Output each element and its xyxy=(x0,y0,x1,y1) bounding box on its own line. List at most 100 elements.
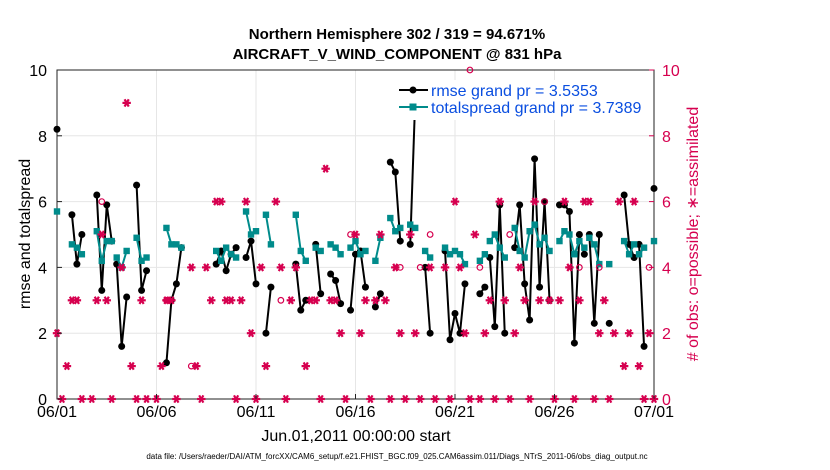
y-tick-label: 4 xyxy=(38,260,47,277)
spread-point xyxy=(426,254,434,261)
obs-assimilated-stroke xyxy=(198,394,205,404)
obs-assimilated-point xyxy=(505,394,514,404)
spread-point xyxy=(213,247,220,255)
obs-assimilated-point xyxy=(207,296,216,305)
spread-point xyxy=(53,208,61,215)
rmse-point xyxy=(481,283,489,291)
obs-assimilated-stroke xyxy=(352,230,359,239)
spread-point xyxy=(297,247,304,255)
spread-point xyxy=(332,244,339,251)
obs-assimilated-point xyxy=(475,394,485,404)
x-tick-label: 06/01 xyxy=(37,404,77,421)
obs-assimilated-stroke xyxy=(427,263,434,272)
obs-assimilated-stroke xyxy=(233,394,240,404)
obs-assimilated-stroke xyxy=(307,296,314,305)
obs-assimilated-stroke xyxy=(223,296,230,305)
spread-point xyxy=(546,247,553,255)
obs-assimilated-point xyxy=(137,296,146,305)
obs-assimilated-point xyxy=(619,361,629,371)
obs-assimilated-stroke xyxy=(367,394,374,404)
obs-assimilated-stroke xyxy=(471,230,478,239)
obs-assimilated-point xyxy=(624,329,634,338)
obs-assimilated-stroke xyxy=(128,361,135,371)
obs-assimilated-stroke xyxy=(68,296,75,305)
rmse-point xyxy=(376,290,384,298)
obs-assimilated-point xyxy=(430,394,440,404)
y2-tick-label: 10 xyxy=(662,63,680,80)
spread-point xyxy=(103,237,110,245)
obs-assimilated-stroke xyxy=(456,263,464,272)
obs-assimilated-point xyxy=(515,263,524,272)
obs-assimilated-point xyxy=(286,296,296,305)
rmse-point xyxy=(143,267,151,275)
rmse-point xyxy=(371,303,379,311)
spread-point xyxy=(571,251,578,258)
chart-title-line2: AIRCRAFT_V_WIND_COMPONENT @ 831 hPa xyxy=(233,46,563,63)
obs-assimilated-point xyxy=(301,361,310,371)
rmse-point xyxy=(98,286,106,294)
obs-assimilated-stroke xyxy=(581,197,588,206)
obs-assimilated-stroke xyxy=(228,296,235,305)
obs-assimilated-point xyxy=(107,394,116,404)
obs-assimilated-point xyxy=(595,329,604,338)
obs-assimilated-point xyxy=(376,230,385,239)
obs-assimilated-point xyxy=(102,296,111,305)
spread-point xyxy=(501,254,508,261)
spread-point xyxy=(247,231,255,238)
obs-assimilated-stroke xyxy=(576,296,583,305)
spread-point xyxy=(68,241,76,248)
chart-title-line1: Northern Hemisphere 302 / 319 = 94.671% xyxy=(249,26,545,43)
obs-assimilated-point xyxy=(271,197,281,206)
obs-assimilated-point xyxy=(575,296,584,305)
obs-assimilated-stroke xyxy=(63,361,71,371)
spread-point xyxy=(387,214,394,222)
obs-assimilated-point xyxy=(411,329,420,338)
spread-point xyxy=(486,237,494,245)
obs-assimilated-stroke xyxy=(337,329,344,338)
obs-assimilated-point xyxy=(231,394,241,404)
legend: rmse grand pr = 3.5353 totalspread grand… xyxy=(396,80,650,120)
spread-point xyxy=(625,251,633,258)
rmse-point xyxy=(575,231,583,238)
obs-assimilated-stroke xyxy=(636,361,643,371)
rmse-point xyxy=(421,263,429,271)
obs-assimilated-point xyxy=(87,394,97,404)
y2-tick-label: 4 xyxy=(662,260,671,277)
obs-assimilated-stroke xyxy=(601,296,608,305)
obs-assimilated-point xyxy=(415,394,425,404)
spread-point xyxy=(163,224,170,232)
rmse-point xyxy=(396,237,404,245)
obs-assimilated-stroke xyxy=(606,394,613,404)
spread-point xyxy=(267,241,275,248)
rmse-line xyxy=(424,267,432,334)
rmse-point xyxy=(352,250,359,258)
obs-assimilated-stroke xyxy=(397,329,404,338)
rmse-point xyxy=(138,286,146,294)
obs-assimilated-stroke xyxy=(546,296,553,305)
spread-point xyxy=(496,244,503,251)
rmse-point xyxy=(511,244,519,252)
obs-assimilated-point xyxy=(142,394,151,404)
obs-assimilated-point xyxy=(366,394,375,404)
obs-assimilated-point xyxy=(406,230,415,239)
obs-assimilated-stroke xyxy=(536,296,543,305)
obs-assimilated-stroke xyxy=(621,361,628,371)
obs-assimilated-point xyxy=(371,296,380,305)
obs-assimilated-point xyxy=(351,230,360,239)
obs-assimilated-stroke xyxy=(78,394,85,404)
obs-assimilated-point xyxy=(167,296,176,305)
obs-assimilated-stroke xyxy=(332,296,339,305)
obs-assimilated-point xyxy=(157,361,166,371)
spread-point xyxy=(232,254,240,261)
obs-assimilated-stroke xyxy=(432,394,439,404)
spread-point xyxy=(222,244,230,251)
obs-possible-point xyxy=(187,362,195,370)
spread-point xyxy=(446,251,454,258)
y2-tick-label: 8 xyxy=(662,129,671,146)
obs-assimilated-point xyxy=(281,394,291,404)
rmse-point xyxy=(93,191,101,199)
obs-assimilated-point xyxy=(172,394,181,404)
rmse-point xyxy=(630,254,638,262)
footnote: data file: /Users/raeder/DAI/ATM_forcXX/… xyxy=(146,452,647,461)
x-tick-label: 06/06 xyxy=(136,404,176,421)
